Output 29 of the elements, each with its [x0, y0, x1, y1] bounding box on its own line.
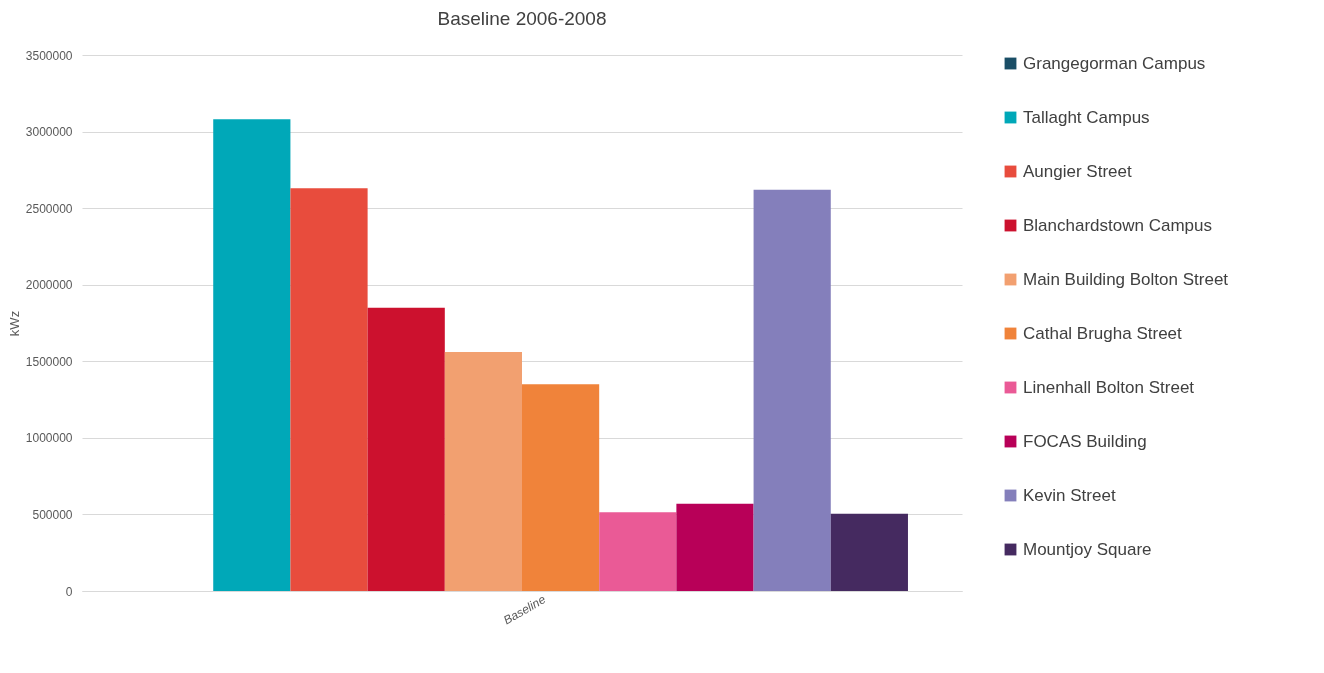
chart-title: Baseline 2006-2008: [437, 8, 607, 29]
legend-label: Tallaght Campus: [1023, 107, 1150, 127]
bar: [676, 503, 754, 591]
bar: [522, 384, 600, 591]
bar: [753, 189, 831, 591]
legend-label: Linenhall Bolton Street: [1023, 377, 1195, 397]
legend-label: Kevin Street: [1023, 485, 1116, 505]
y-tick-label: 3500000: [25, 48, 73, 63]
y-tick-label: 500000: [32, 507, 73, 522]
bar: [444, 352, 522, 591]
y-axis-title: kWz: [6, 310, 22, 337]
legend-label: Grangegorman Campus: [1023, 53, 1206, 73]
legend-label: FOCAS Building: [1023, 431, 1147, 451]
bar: [290, 188, 368, 591]
y-tick-label: 1000000: [25, 431, 73, 446]
y-tick-label: 0: [65, 584, 73, 599]
bar: [213, 119, 291, 591]
bar: [367, 307, 445, 591]
legend-label: Cathal Brugha Street: [1023, 323, 1183, 343]
y-tick-label: 2500000: [25, 201, 73, 216]
legend-label: Aungier Street: [1023, 161, 1132, 181]
y-tick-label: 2000000: [25, 278, 73, 293]
y-tick-label: 3000000: [25, 125, 73, 140]
bar: [599, 512, 677, 591]
legend-label: Blanchardstown Campus: [1023, 215, 1212, 235]
bar: [830, 513, 908, 591]
legend-label: Mountjoy Square: [1023, 539, 1152, 559]
y-tick-label: 1500000: [25, 354, 73, 369]
legend-label: Main Building Bolton Street: [1023, 269, 1229, 289]
